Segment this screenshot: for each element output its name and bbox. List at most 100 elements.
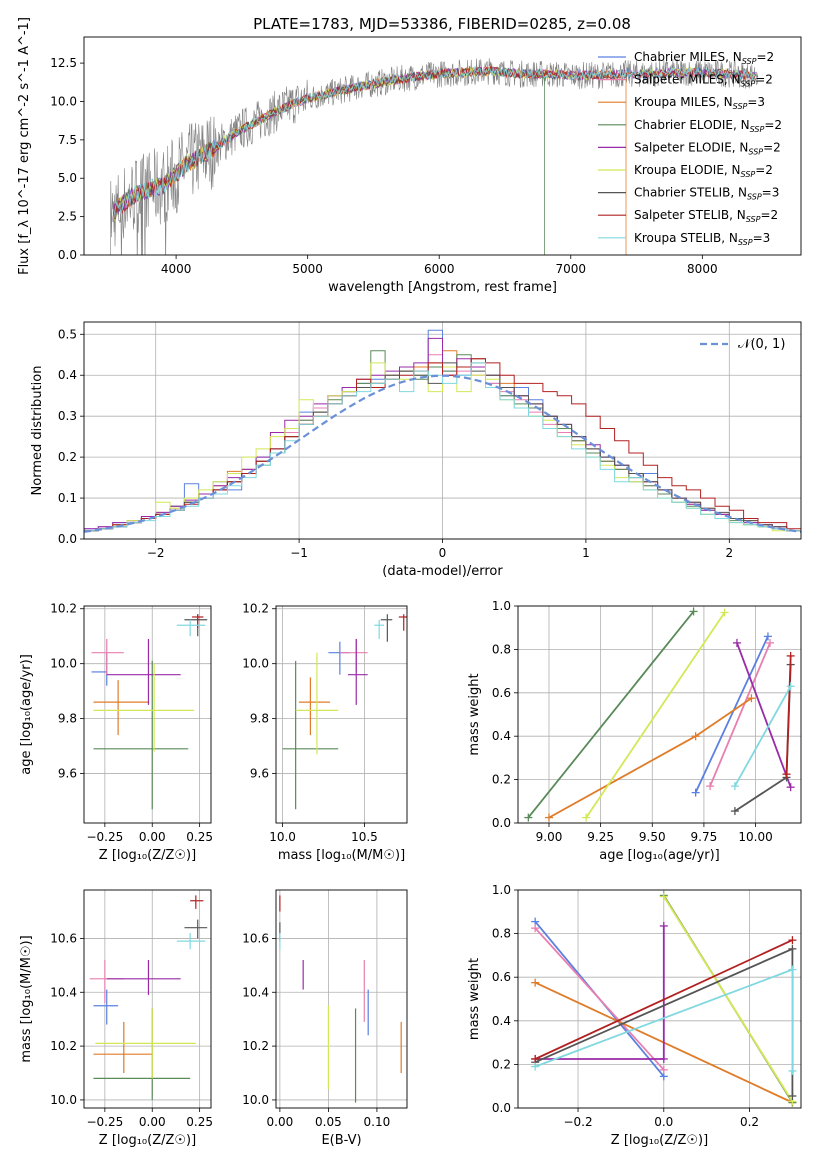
axes-frame [517,889,802,1109]
legend-label: Chabrier STELIB, NSSP=3 [634,186,779,202]
weight-marker [786,783,795,792]
y-tick-label: 0.4 [492,729,511,743]
weight-marker [788,965,797,974]
error-point-6 [184,919,208,939]
axes-frame [83,36,802,256]
error-point-2 [93,1021,153,1074]
plot-area [282,614,407,810]
y-tick-label: 10.0 [50,657,77,671]
panel-age_vs_Z: −0.25 0.00 0.25 9.6 9.8 10.0 10.2 Z [log₁₀(Z/Z☉… [19,602,213,863]
error-point-4 [348,638,368,705]
y-tick-label: 10.4 [242,985,269,999]
y-tick-label: 10.0 [242,1093,269,1107]
x-tick-label: 2 [725,546,733,560]
error-point-5 [295,652,339,755]
y-tick-label: 10.2 [50,602,77,616]
error-point-0 [93,989,119,1025]
weight-marker [730,807,739,816]
error-point-6 [380,614,393,642]
x-tick-label: 0.05 [315,1115,342,1129]
y-tick-label: 12.5 [50,56,77,70]
weight-marker [544,813,553,822]
axes-frame [83,321,802,540]
weight-marker [689,607,698,616]
x-tick-label: 9.75 [691,830,718,844]
y-tick-label: 10.0 [242,657,269,671]
y-tick-label: 9.6 [58,767,77,781]
y-tick-label: 0.0 [492,816,511,830]
y-tick-label: 10.4 [50,985,77,999]
x-tick-label: 10.5 [351,830,378,844]
x-tick-label: 9.25 [587,830,614,844]
plot-area [531,891,797,1107]
error-point-0 [328,641,350,675]
error-point-3 [93,660,189,810]
legend-label: 𝒩(0, 1) [738,337,785,352]
x-tick-label: 10.0 [269,830,296,844]
y-tick-label: 2.5 [58,210,77,224]
plot-area [91,614,208,810]
y-tick-label: 10.2 [50,1039,77,1053]
x-tick-label: 4000 [161,262,192,276]
x-tick-label: 5000 [292,262,323,276]
error-point-4 [106,959,181,995]
y-tick-label: 0.3 [58,409,77,423]
weight-marker [659,1054,668,1063]
x-tick-label: 9.50 [639,830,666,844]
y-tick-label: 0.4 [58,368,77,382]
axes-frame [83,605,212,824]
legend-label: Chabrier ELODIE, NSSP=2 [634,118,782,134]
weight-marker [659,892,668,901]
plot-area [110,58,759,255]
weight-marker [531,1054,540,1063]
legend-label: Kroupa STELIB, NSSP=3 [634,231,770,247]
y-tick-label: 10.6 [50,931,77,945]
weight-series-7 [785,655,792,775]
weight-marker [659,921,668,930]
weight-marker [720,608,729,617]
error-point-1 [91,638,124,675]
legend-label: Salpeter MILES, NSSP=2 [634,73,773,89]
error-point-7 [190,895,204,909]
x-tick-label: 1 [582,546,590,560]
panel-mass_vs_Z: −0.25 0.00 0.25 10.0 10.2 10.4 10.6 Z [log₁₀(Z/… [19,889,213,1148]
panel-mass_vs_ebv: 0.00 0.05 0.10 10.0 10.2 10.4 10.6 E(B-V) [242,889,408,1148]
error-point-5 [93,663,194,752]
panel-age_vs_mass: 10.0 10.5 9.6 9.8 10.0 10.2 mass [log₁₀(M/M☉)] [242,602,408,863]
plot-area [279,895,402,1103]
axes-frame [517,605,802,824]
error-point-7 [398,614,407,631]
y-tick-label: 0.1 [58,491,77,505]
weight-series-5 [585,611,726,819]
legend-label: Kroupa ELODIE, NSSP=2 [634,163,773,179]
legend-label: Chabrier MILES, NSSP=2 [634,50,774,66]
y-tick-label: 0.0 [58,248,77,262]
model-spectrum-8 [112,65,758,222]
weight-marker [524,813,533,822]
x-tick-label: 7000 [555,262,586,276]
weight-marker [531,1062,540,1071]
axes-frame [275,889,408,1109]
y-tick-label: 9.8 [58,712,77,726]
weight-marker [582,813,591,822]
axes-frame [83,889,212,1109]
error-point-2 [93,680,149,736]
y-tick-label: 0.2 [58,450,77,464]
weight-series-7 [534,939,793,1060]
x-axis-label: Z [log₁₀(Z/Z☉)] [611,1133,708,1148]
y-tick-label: 10.2 [242,602,269,616]
y-axis-label: age [log₁₀(age/yr)] [19,654,34,775]
x-tick-label: −0.25 [86,830,123,844]
x-tick-label: 0.00 [267,1115,294,1129]
axes-frame [275,605,408,824]
x-tick-label: 0.0 [654,1115,673,1129]
residual-legend: 𝒩(0, 1) [700,337,785,352]
weight-marker [730,782,739,791]
error-point-1 [339,638,368,672]
y-tick-label: 0.4 [492,1014,511,1028]
weight-marker [766,638,775,647]
x-tick-label: −2 [147,546,165,560]
weight-marker [691,788,700,797]
x-axis-label: Z [log₁₀(Z/Z☉)] [99,848,196,863]
x-axis-label: age [log₁₀(age/yr)] [599,848,720,863]
